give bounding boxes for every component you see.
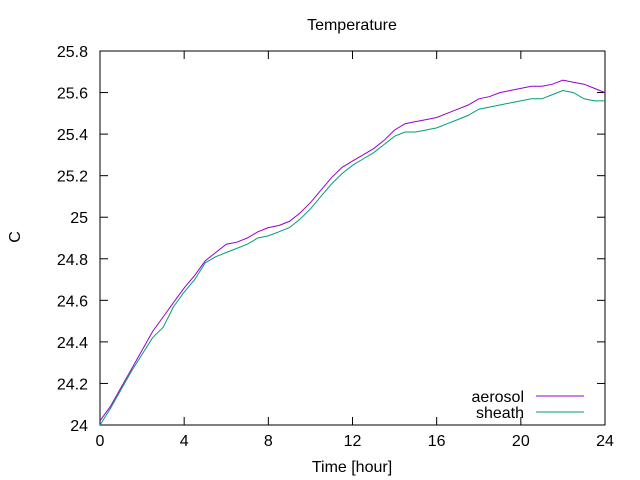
y-tick-label: 24.2	[57, 376, 88, 393]
x-tick-label: 24	[596, 433, 614, 450]
legend-label-aerosol: aerosol	[472, 389, 524, 406]
y-tick-label: 25.6	[57, 86, 88, 103]
y-axis-label: C	[7, 231, 24, 243]
legend-label-sheath: sheath	[476, 405, 524, 422]
x-tick-label: 16	[428, 433, 446, 450]
y-tick-label: 24.8	[57, 252, 88, 269]
x-tick-label: 12	[344, 433, 362, 450]
series-line-aerosol	[99, 79, 606, 422]
y-tick-label: 25.8	[57, 44, 88, 61]
y-tick-label: 25	[70, 210, 88, 227]
x-tick-label: 20	[512, 433, 530, 450]
y-tick-label: 24.6	[57, 293, 88, 310]
y-tick-label: 25.4	[57, 127, 88, 144]
y-tick-label: 24.4	[57, 335, 88, 352]
series-line-sheath	[99, 89, 605, 426]
x-tick-label: 0	[96, 433, 105, 450]
x-axis-label: Time [hour]	[312, 459, 392, 476]
y-tick-label: 24	[70, 418, 88, 435]
x-tick-label: 8	[264, 433, 273, 450]
series-lines	[99, 79, 606, 426]
x-tick-label: 4	[180, 433, 189, 450]
y-tick-label: 25.2	[57, 169, 88, 186]
axis-ticks: 0 4 8 12 16 20 24 24 24.2 24.4 24.6 24.8 25 25.2 25.4 2…	[57, 44, 614, 450]
plot-frame	[99, 50, 606, 426]
chart-title: Temperature	[307, 17, 397, 34]
